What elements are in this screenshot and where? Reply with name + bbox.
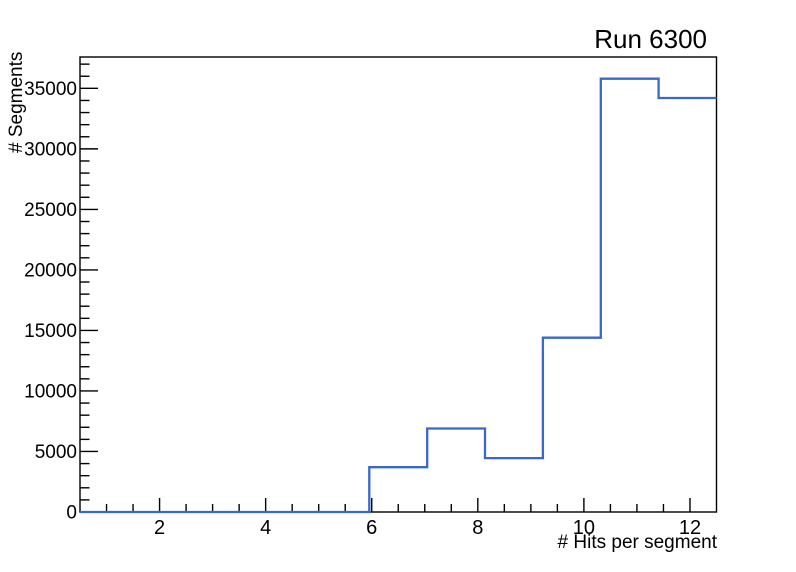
x-tick-label: 4 <box>260 517 271 539</box>
tick-labels-group: 2 4 6 8 10 12 0 5000 10000 15000 20000 25000 30000 35… <box>24 79 701 539</box>
y-tick-label: 25000 <box>24 200 77 221</box>
y-tick-label: 5000 <box>35 442 77 463</box>
x-tick-label: 8 <box>472 517 483 539</box>
plot-frame <box>79 56 718 513</box>
y-tick-label: 10000 <box>24 381 77 402</box>
y-tick-label: 0 <box>66 503 77 524</box>
y-tick-label: 30000 <box>24 139 77 160</box>
histogram-group <box>80 77 717 514</box>
chart-title: Run 6300 <box>594 24 707 54</box>
y-tick-label: 15000 <box>24 321 77 342</box>
y-tick-label: 20000 <box>24 260 77 281</box>
histogram-line <box>80 77 717 514</box>
axis-ticks-group <box>80 63 691 512</box>
x-tick-label: 12 <box>679 517 701 539</box>
x-tick-label: 6 <box>366 517 377 539</box>
x-axis-title: # Hits per segment <box>557 532 717 553</box>
plot-frame-group <box>79 56 718 513</box>
x-tick-label: 2 <box>154 517 165 539</box>
y-tick-label: 35000 <box>24 79 77 100</box>
x-tick-label: 10 <box>573 517 595 539</box>
